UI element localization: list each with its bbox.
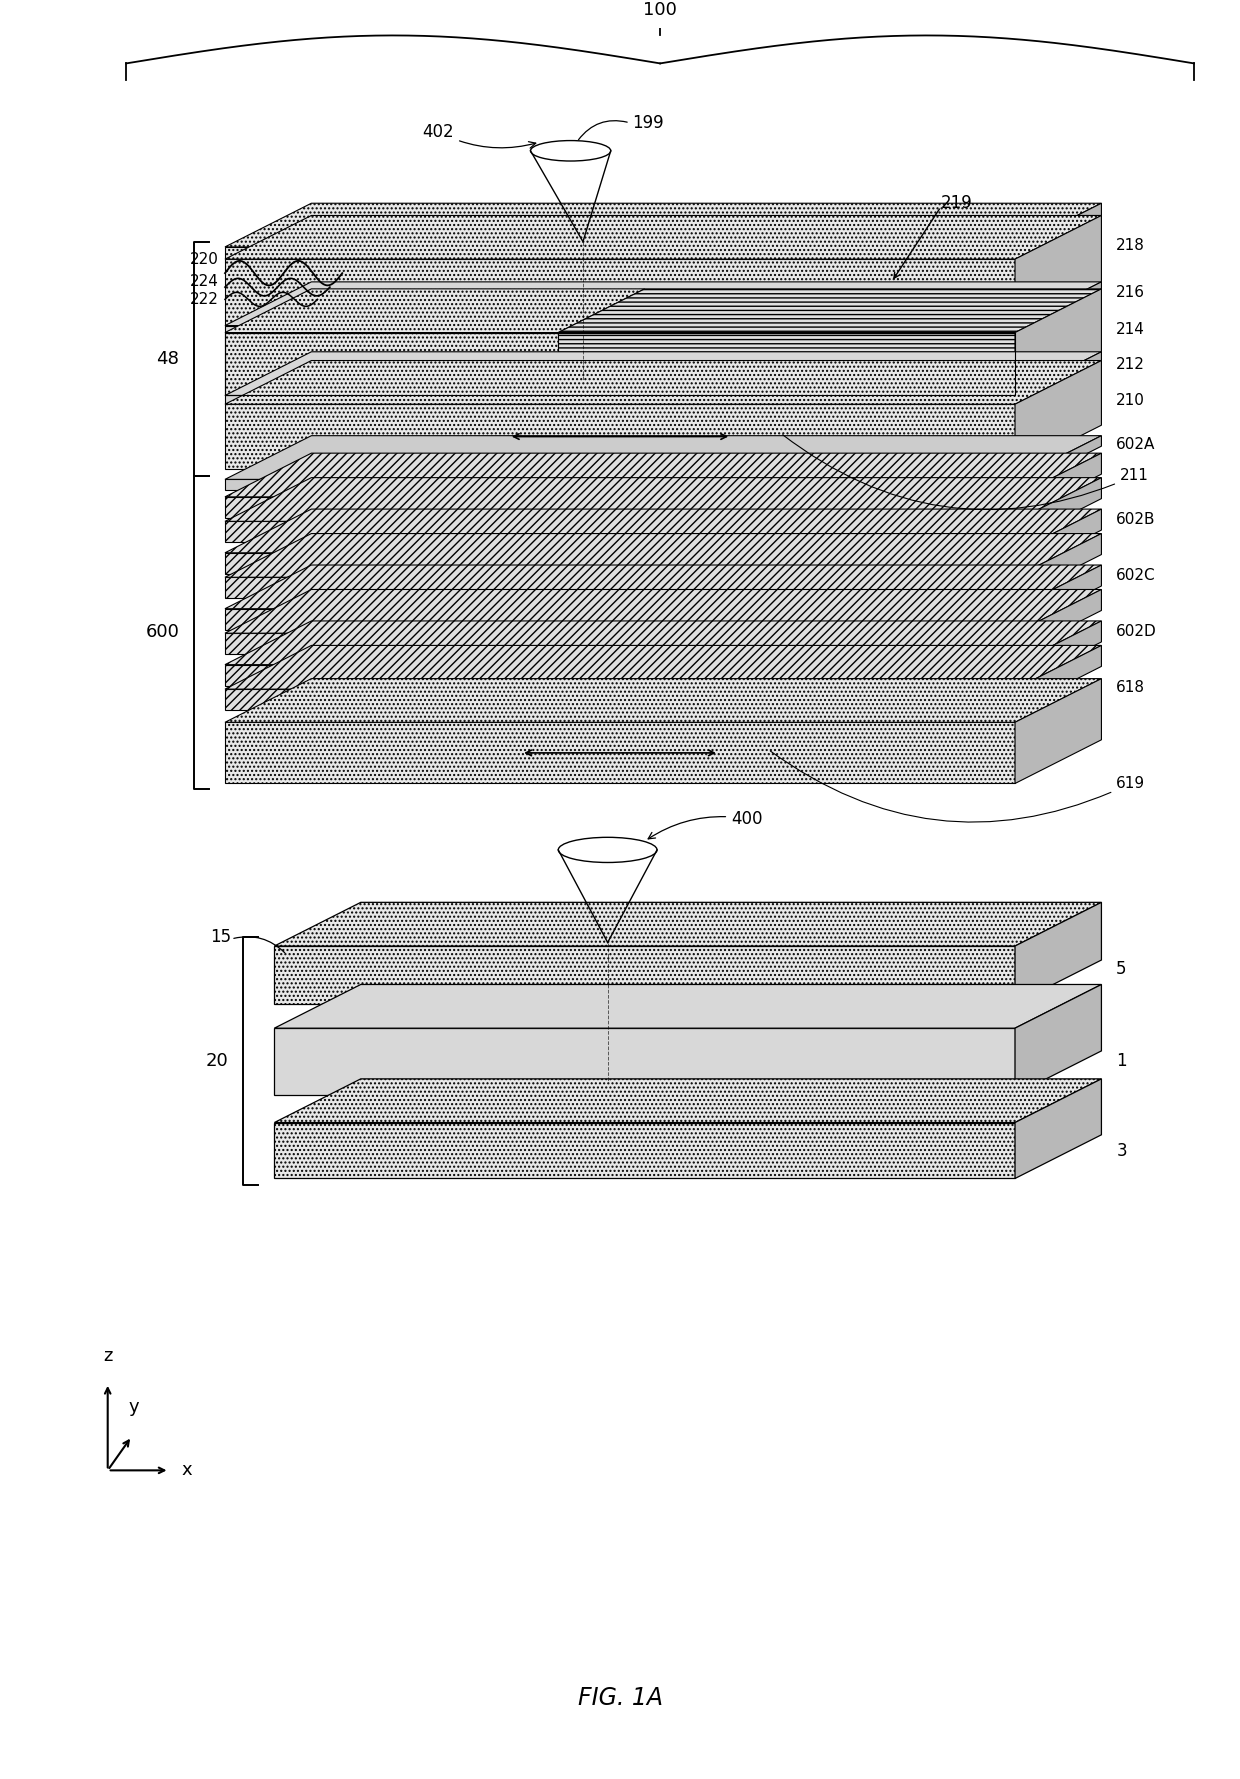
Text: 199: 199 xyxy=(632,114,663,132)
Text: 602A: 602A xyxy=(1116,438,1156,452)
Polygon shape xyxy=(558,333,1016,395)
Text: 3: 3 xyxy=(1116,1142,1127,1160)
Text: 618: 618 xyxy=(1116,680,1146,696)
Polygon shape xyxy=(224,404,1016,470)
Polygon shape xyxy=(1016,646,1101,710)
Polygon shape xyxy=(224,477,1101,521)
Text: 214: 214 xyxy=(1116,322,1145,336)
Polygon shape xyxy=(224,566,1101,608)
Text: 400: 400 xyxy=(649,809,763,840)
Polygon shape xyxy=(1016,1078,1101,1178)
Polygon shape xyxy=(1016,361,1101,470)
Polygon shape xyxy=(224,361,1101,404)
Text: 619: 619 xyxy=(770,751,1146,822)
Polygon shape xyxy=(224,395,1016,404)
Polygon shape xyxy=(224,333,558,395)
Polygon shape xyxy=(224,352,1101,395)
Polygon shape xyxy=(224,521,1016,543)
Polygon shape xyxy=(1016,566,1101,630)
Polygon shape xyxy=(558,288,1101,333)
Polygon shape xyxy=(274,902,1101,946)
Text: FIG. 1A: FIG. 1A xyxy=(578,1685,662,1710)
Polygon shape xyxy=(224,553,1016,575)
Polygon shape xyxy=(224,722,1016,783)
Text: 210: 210 xyxy=(1116,393,1145,407)
Text: 212: 212 xyxy=(1116,356,1145,372)
Polygon shape xyxy=(224,688,1016,710)
Polygon shape xyxy=(224,454,1101,496)
Polygon shape xyxy=(1016,215,1101,326)
Text: z: z xyxy=(103,1347,113,1366)
Text: 602D: 602D xyxy=(1116,624,1157,639)
Polygon shape xyxy=(224,436,1101,479)
Text: x: x xyxy=(182,1461,192,1480)
Polygon shape xyxy=(224,496,1016,518)
Text: 211: 211 xyxy=(782,434,1148,509)
Text: 1: 1 xyxy=(1116,1053,1127,1071)
Polygon shape xyxy=(1016,589,1101,655)
Polygon shape xyxy=(274,1123,1016,1178)
Text: 15: 15 xyxy=(210,929,231,946)
Polygon shape xyxy=(224,326,1016,333)
Text: 602C: 602C xyxy=(1116,568,1156,584)
Polygon shape xyxy=(1016,436,1101,489)
Text: 100: 100 xyxy=(644,0,677,18)
Text: 224: 224 xyxy=(190,274,218,290)
Polygon shape xyxy=(1016,534,1101,598)
Polygon shape xyxy=(1016,203,1101,260)
Text: 402: 402 xyxy=(423,123,536,148)
Polygon shape xyxy=(224,247,1016,260)
Text: y: y xyxy=(129,1398,139,1416)
Polygon shape xyxy=(224,260,1016,326)
Polygon shape xyxy=(224,665,1016,685)
Text: 600: 600 xyxy=(145,623,180,640)
Polygon shape xyxy=(1016,454,1101,518)
Polygon shape xyxy=(1016,477,1101,543)
Text: 222: 222 xyxy=(190,292,218,306)
Text: 219: 219 xyxy=(941,194,972,212)
Text: 48: 48 xyxy=(156,350,180,368)
Polygon shape xyxy=(274,984,1101,1028)
Polygon shape xyxy=(224,646,1101,688)
Text: 602B: 602B xyxy=(1116,512,1156,527)
Text: 216: 216 xyxy=(1116,285,1146,301)
Polygon shape xyxy=(224,678,1101,722)
Polygon shape xyxy=(1016,678,1101,783)
Text: 20: 20 xyxy=(206,1053,228,1071)
Text: 5: 5 xyxy=(1116,959,1127,978)
Polygon shape xyxy=(224,479,1016,489)
Polygon shape xyxy=(274,946,1016,1003)
Polygon shape xyxy=(1016,509,1101,575)
Polygon shape xyxy=(1016,281,1101,333)
Polygon shape xyxy=(224,621,1101,665)
Polygon shape xyxy=(224,215,1101,260)
Polygon shape xyxy=(274,1028,1016,1094)
Polygon shape xyxy=(1016,288,1101,395)
Polygon shape xyxy=(1016,984,1101,1094)
Polygon shape xyxy=(274,1078,1101,1123)
Polygon shape xyxy=(224,608,1016,630)
Polygon shape xyxy=(224,633,1016,655)
Polygon shape xyxy=(224,589,1101,633)
Polygon shape xyxy=(224,534,1101,576)
Polygon shape xyxy=(224,576,1016,598)
Polygon shape xyxy=(224,288,645,333)
Polygon shape xyxy=(224,203,1101,247)
Polygon shape xyxy=(1016,902,1101,1003)
Polygon shape xyxy=(1016,352,1101,404)
Text: 220: 220 xyxy=(190,251,218,267)
Text: 218: 218 xyxy=(1116,238,1145,253)
Polygon shape xyxy=(1016,621,1101,685)
Polygon shape xyxy=(224,509,1101,553)
Polygon shape xyxy=(224,281,1101,326)
